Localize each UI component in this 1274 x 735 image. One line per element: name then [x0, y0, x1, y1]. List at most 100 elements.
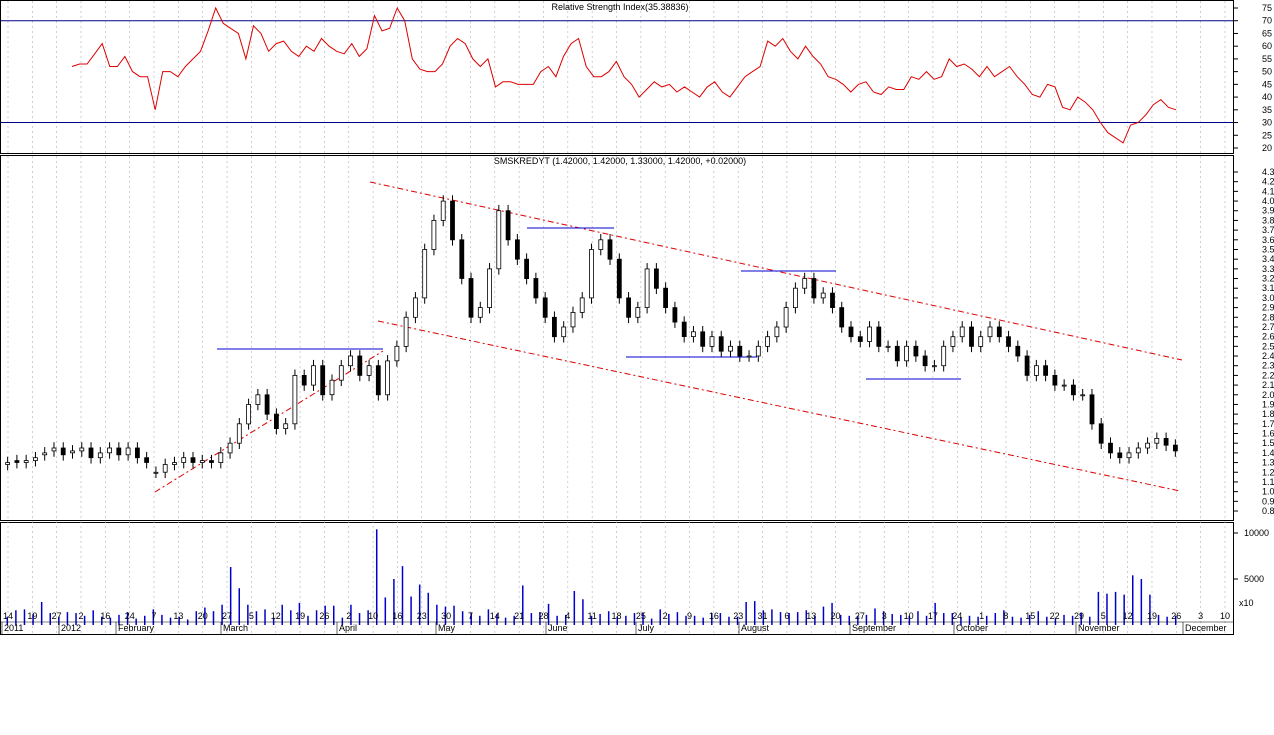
price-tick-label: 1.7 [1262, 419, 1274, 429]
candle-body [718, 336, 724, 352]
candle-body [672, 307, 678, 323]
candle-body [366, 365, 372, 376]
candle-body [802, 278, 808, 289]
candle-body [1034, 365, 1039, 376]
candle-body [811, 278, 817, 299]
candle-body [950, 336, 956, 347]
x-day-label: 10 [368, 611, 378, 621]
candle-body [125, 447, 131, 456]
price-tick-label: 3.6 [1262, 235, 1274, 245]
candle-body [385, 360, 391, 396]
candle-body [422, 249, 428, 299]
price-tick-label: 4.3 [1262, 167, 1274, 177]
candle-body [477, 307, 483, 318]
x-day-label: 23 [417, 611, 427, 621]
candle-body [876, 326, 882, 347]
candle-body [116, 447, 122, 456]
candle-body [264, 394, 270, 415]
x-day-label: 24 [125, 611, 135, 621]
price-tick-label: 3.0 [1262, 293, 1274, 303]
candle-body [107, 447, 112, 454]
x-month-label: May [438, 623, 456, 633]
x-day-label: 8 [1003, 611, 1008, 621]
candle-body [199, 460, 205, 463]
candle-body [765, 336, 770, 347]
x-day-label: 27 [52, 611, 62, 621]
candle-body [579, 297, 585, 313]
candle-body [301, 374, 307, 386]
price-tick-label: 2.4 [1262, 351, 1274, 361]
x-day-label: 21 [514, 611, 524, 621]
candle-body [496, 210, 502, 270]
rsi-tick-label: 75 [1262, 3, 1272, 13]
price-tick-label: 3.5 [1262, 244, 1274, 254]
candle-body [14, 460, 20, 463]
volume-unit-label: x10 [1239, 598, 1254, 608]
candle-body [412, 297, 418, 318]
x-month-label: 2011 [4, 623, 23, 633]
candle-body [450, 200, 455, 241]
x-day-label: 29 [1074, 611, 1084, 621]
candle-body [598, 239, 604, 250]
price-tick-label: 1.9 [1262, 399, 1274, 409]
candle-body [755, 345, 761, 357]
candle-body [1015, 345, 1021, 357]
x-day-label: 11 [587, 611, 596, 621]
x-month-label: October [956, 623, 988, 633]
volume-tick-label: 5000 [1244, 574, 1264, 584]
x-day-label: 1 [979, 611, 984, 621]
candle-body [70, 450, 75, 454]
candle-body [607, 239, 613, 260]
rsi-tick-label: 20 [1262, 143, 1272, 153]
candle-body [1024, 355, 1030, 376]
x-day-label: 28 [538, 611, 548, 621]
price-panel-frame [0, 155, 1234, 521]
price-y-axis: 0.80.91.01.11.21.31.41.51.61.71.81.92.02… [1233, 167, 1274, 516]
candle-body [162, 464, 168, 473]
candle-body [857, 336, 863, 342]
price-tick-label: 3.4 [1262, 254, 1274, 264]
candle-body [42, 452, 48, 456]
price-tick-label: 2.1 [1262, 380, 1274, 390]
rsi-y-axis: 20 25 30 35 40 45 50 55 60 65 70 75 [1233, 3, 1272, 153]
price-tick-label: 2.5 [1262, 341, 1274, 351]
candle-body [820, 292, 826, 299]
price-tick-label: 4.0 [1262, 196, 1274, 206]
x-day-label: 10 [904, 611, 914, 621]
candle-body [616, 258, 622, 299]
candle-body [515, 239, 520, 260]
x-day-label: 15 [1025, 611, 1035, 621]
x-day-label: 16 [100, 611, 110, 621]
chart-frames [0, 0, 1234, 635]
candle-body [181, 457, 187, 463]
candle-body [774, 326, 780, 338]
candle-body [589, 249, 594, 299]
candle-body [348, 355, 353, 367]
candle-body [79, 447, 85, 452]
rsi-tick-label: 60 [1262, 41, 1272, 51]
candle-body [88, 447, 94, 459]
x-day-label: 25 [636, 611, 646, 621]
price-tick-label: 4.2 [1262, 177, 1274, 187]
candle-body [663, 287, 668, 309]
candle-body [700, 331, 706, 347]
x-month-label: September [852, 623, 896, 633]
candle-body [1006, 336, 1011, 347]
candle-body [654, 268, 659, 289]
candle-body [273, 413, 279, 430]
rsi-tick-label: 45 [1262, 79, 1272, 89]
candle-body [728, 345, 733, 352]
candle-body [1089, 394, 1095, 425]
x-day-label: 30 [441, 611, 451, 621]
x-month-label: February [118, 623, 155, 633]
rsi-series-line [71, 6, 1177, 144]
candle-body [403, 316, 409, 347]
candle-body [329, 379, 335, 396]
candle-body [23, 460, 29, 463]
x-day-label: 17 [928, 611, 938, 621]
x-day-label: 16 [709, 611, 719, 621]
candle-body [904, 345, 909, 362]
candle-body [644, 268, 650, 308]
price-tick-label: 1.2 [1262, 467, 1274, 477]
candle-body [978, 336, 984, 347]
